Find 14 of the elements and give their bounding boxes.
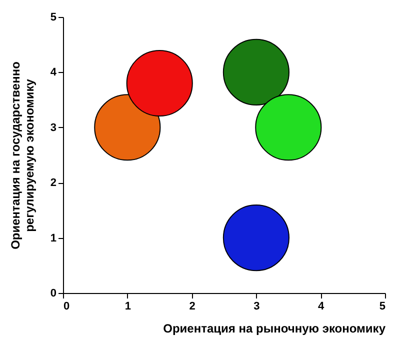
x-tick-label: 5 <box>379 300 386 312</box>
x-tick-label: 3 <box>254 300 260 312</box>
y-tick-label: 3 <box>50 122 56 134</box>
x-axis-title: Ориентация на рыночную экономику <box>163 322 386 336</box>
y-tick-label: 2 <box>50 177 56 190</box>
x-tick-label: 4 <box>318 300 326 312</box>
y-tick-label: 0 <box>50 288 56 300</box>
y-tick-label: 1 <box>50 232 56 244</box>
x-tick-label: 1 <box>124 300 131 312</box>
x-tick-label: 2 <box>189 300 196 312</box>
y-axis-title: Ориентация на государственно регулируемую экономику <box>8 62 36 250</box>
y-tick-label: 5 <box>50 12 56 24</box>
x-tick-label: 0 <box>64 300 70 312</box>
y-tick-label: 4 <box>50 66 58 79</box>
